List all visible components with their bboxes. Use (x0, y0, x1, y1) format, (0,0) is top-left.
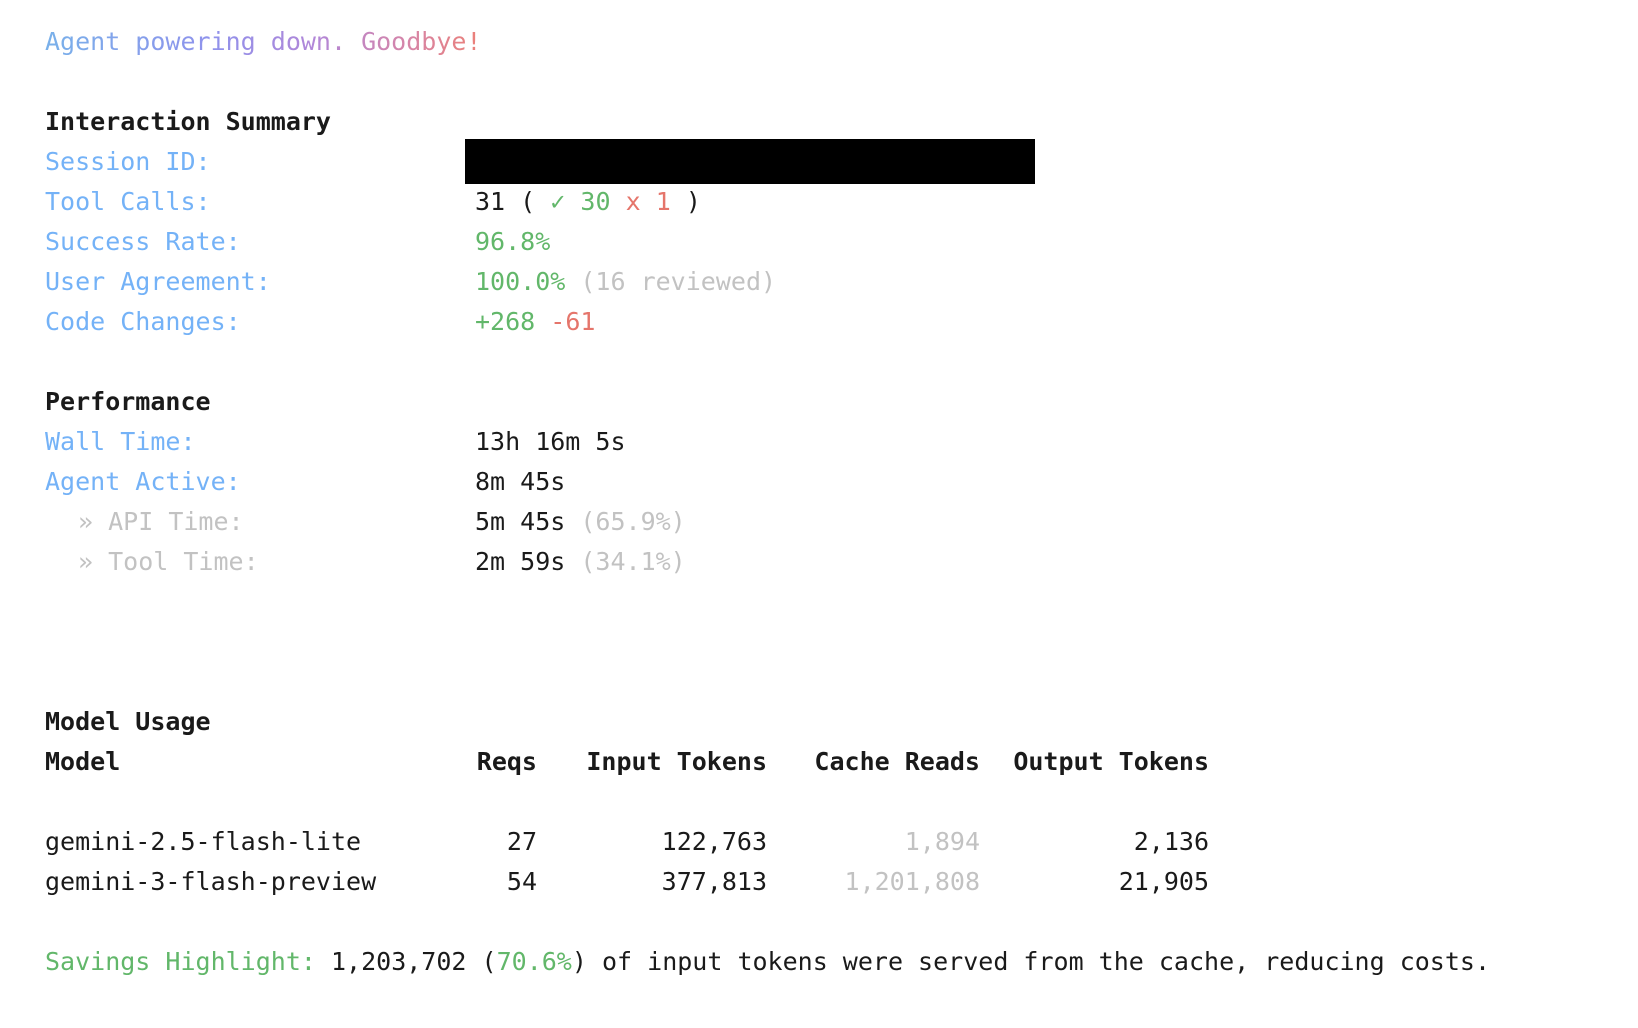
close-paren: ) (571, 947, 587, 976)
user-agreement-value: 100.0% (475, 267, 566, 296)
tool-time-pct: (34.1%) (580, 547, 686, 576)
reqs-value: 54 (506, 867, 537, 896)
tool-time-value: 2m 59s (475, 547, 566, 576)
model-usage-header-row: Model Reqs Input Tokens Cache Reads Output T… (45, 742, 1638, 782)
session-id-label: Session ID: (45, 147, 211, 176)
tool-calls-fail-count: 1 (655, 187, 671, 216)
col-header-output-tokens: Output Tokens (1013, 747, 1209, 776)
model-name: gemini-2.5-flash-lite (45, 827, 362, 856)
code-changes-row: Code Changes: +268 -61 (45, 302, 1638, 342)
api-time-pct: (65.9%) (580, 507, 686, 536)
output-tokens-value: 21,905 (1118, 867, 1209, 896)
tool-time-label: Tool Time: (108, 547, 259, 576)
api-time-label: API Time: (108, 507, 244, 536)
input-tokens-value: 377,813 (661, 867, 767, 896)
col-header-reqs: Reqs (476, 747, 537, 776)
col-header-model: Model (45, 747, 121, 776)
goodbye-text: Agent powering down. Goodbye! (45, 22, 482, 62)
tool-calls-row: Tool Calls: 31 ( ✓ 30 x 1 ) (45, 182, 1638, 222)
agent-active-label: Agent Active: (45, 467, 241, 496)
col-header-cache-reads: Cache Reads (814, 747, 980, 776)
spacer (45, 902, 1638, 942)
success-rate-label: Success Rate: (45, 227, 241, 256)
spacer (45, 782, 1638, 822)
table-row: gemini-3-flash-preview 54 377,813 1,201,808… (45, 862, 1638, 902)
tool-calls-success-count: 30 (580, 187, 611, 216)
col-header-input-tokens: Input Tokens (586, 747, 767, 776)
code-changes-label: Code Changes: (45, 307, 241, 336)
savings-highlight-row: Savings Highlight: 1,203,702 (70.6%) of … (45, 942, 1638, 982)
spacer (45, 662, 1638, 702)
agent-active-row: Agent Active: 8m 45s (45, 462, 1638, 502)
performance-title: Performance (45, 387, 211, 416)
open-paren: ( (520, 187, 536, 216)
api-time-value: 5m 45s (475, 507, 566, 536)
open-paren: ( (481, 947, 497, 976)
wall-time-label: Wall Time: (45, 427, 196, 456)
output-tokens-value: 2,136 (1133, 827, 1209, 856)
success-rate-row: Success Rate: 96.8% (45, 222, 1638, 262)
input-tokens-value: 122,763 (661, 827, 767, 856)
spacer (45, 62, 1638, 102)
session-id-redacted-box (465, 139, 1035, 184)
wall-time-row: Wall Time: 13h 16m 5s (45, 422, 1638, 462)
interaction-summary-title: Interaction Summary (45, 107, 331, 136)
fail-x-icon: x (625, 187, 641, 216)
reqs-value: 27 (506, 827, 537, 856)
model-usage-title: Model Usage (45, 707, 211, 736)
goodbye-line: Agent powering down. Goodbye! (45, 22, 1638, 62)
api-time-row: » API Time: 5m 45s (65.9%) (45, 502, 1638, 542)
user-agreement-label: User Agreement: (45, 267, 271, 296)
code-changes-removed: -61 (550, 307, 596, 336)
user-agreement-note: (16 reviewed) (580, 267, 777, 296)
user-agreement-row: User Agreement: 100.0% (16 reviewed) (45, 262, 1638, 302)
savings-percent: 70.6% (496, 947, 572, 976)
savings-highlight-label: Savings Highlight: (45, 947, 316, 976)
savings-amount: 1,203,702 (331, 947, 467, 976)
terminal-output: Agent powering down. Goodbye! Interactio… (45, 22, 1638, 982)
cache-reads-value: 1,894 (904, 827, 980, 856)
success-rate-value: 96.8% (475, 227, 551, 256)
code-changes-added: +268 (475, 307, 536, 336)
cache-reads-value: 1,201,808 (844, 867, 980, 896)
wall-time-value: 13h 16m 5s (475, 427, 626, 456)
agent-active-value: 8m 45s (475, 467, 566, 496)
close-paren: ) (685, 187, 701, 216)
check-icon: ✓ (550, 187, 566, 216)
tool-time-label-group: » Tool Time: (45, 542, 475, 582)
sub-arrow-icon: » (78, 547, 94, 576)
spacer (45, 342, 1638, 382)
savings-rest-text: of input tokens were served from the cac… (601, 947, 1491, 976)
sub-arrow-icon: » (78, 507, 94, 536)
api-time-label-group: » API Time: (45, 502, 475, 542)
model-name: gemini-3-flash-preview (45, 867, 377, 896)
spacer (45, 582, 1638, 662)
tool-time-row: » Tool Time: 2m 59s (34.1%) (45, 542, 1638, 582)
session-id-row: Session ID: (45, 139, 1638, 184)
table-row: gemini-2.5-flash-lite 27 122,763 1,894 2,136 (45, 822, 1638, 862)
tool-calls-total: 31 (475, 187, 506, 216)
tool-calls-label: Tool Calls: (45, 187, 211, 216)
